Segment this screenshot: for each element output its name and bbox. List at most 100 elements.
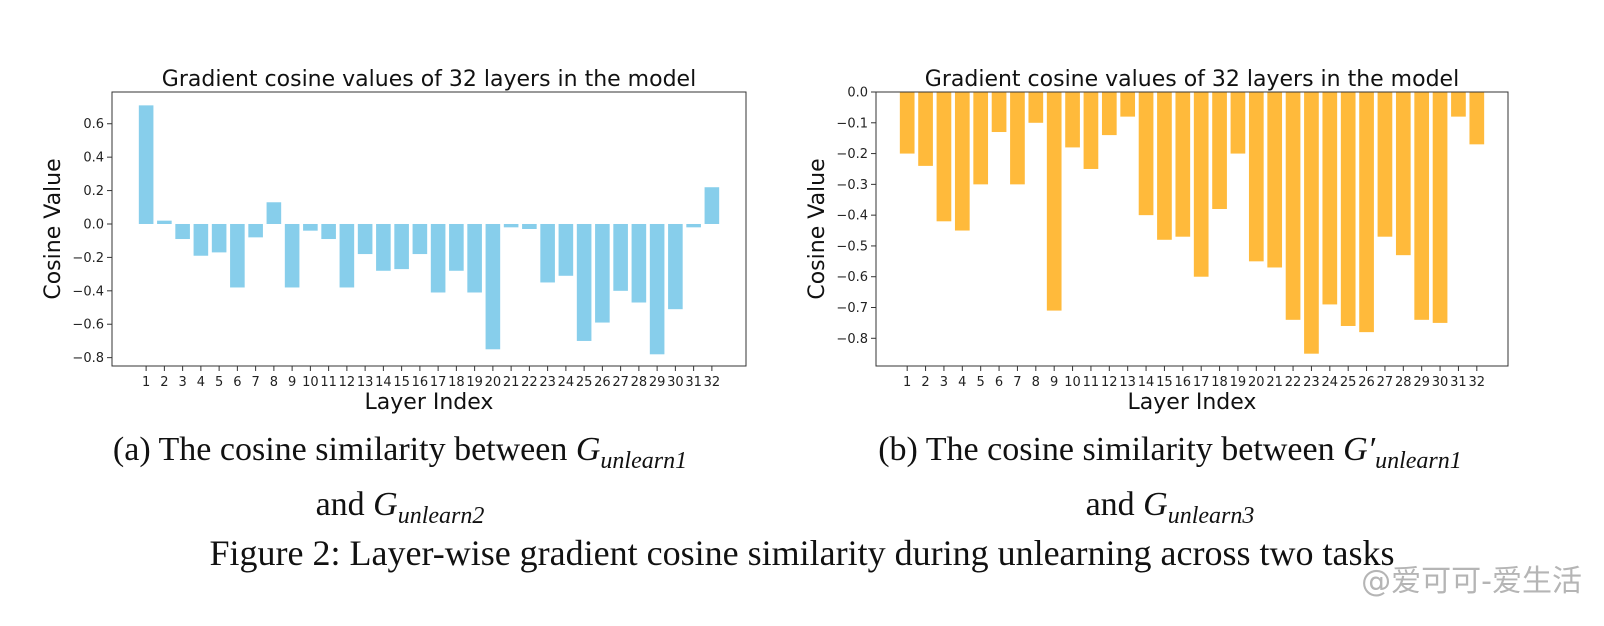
caption-b-prefix: (b) The cosine similarity between <box>878 431 1344 468</box>
chart-b-xtick-label: 16 <box>1175 375 1192 390</box>
chart-b-ylabel: Cosine Value <box>805 158 830 299</box>
chart-b-ytick-label: −0.1 <box>836 116 868 131</box>
chart-b-ytick-label: −0.3 <box>836 178 868 193</box>
chart-b-xtick-label: 8 <box>1032 375 1040 390</box>
chart-b-xtick-label: 30 <box>1432 375 1449 390</box>
chart-b-bar-layer-27 <box>1377 92 1393 237</box>
chart-a-ytick-label: 0.4 <box>83 151 104 166</box>
chart-a-xtick-label: 18 <box>448 375 465 390</box>
chart-a-bar-layer-16 <box>412 223 428 255</box>
subfigure-caption-b: (b) The cosine similarity between G′unle… <box>790 428 1550 538</box>
chart-b-ytick-label: −0.5 <box>836 239 868 254</box>
chart-a-ylabel: Cosine Value <box>41 158 66 299</box>
chart-b-plot-frame <box>875 91 1509 367</box>
chart-a-xtick-label: 19 <box>466 375 483 390</box>
chart-a-xtick-label: 30 <box>667 375 684 390</box>
chart-b-bar-layer-25 <box>1340 92 1356 326</box>
chart-b-ytick-label: −0.6 <box>836 270 868 285</box>
chart-b-xlabel: Layer Index <box>1128 390 1257 415</box>
chart-a-ytick-label: −0.8 <box>72 351 104 366</box>
chart-a-bar-layer-2 <box>157 220 172 224</box>
chart-a-bar-layer-26 <box>595 223 610 323</box>
chart-a-ytick-label: 0.0 <box>83 217 104 232</box>
chart-a-xtick-label: 26 <box>594 375 611 390</box>
chart-a-bar-layer-28 <box>631 223 647 303</box>
chart-a-bar-layer-3 <box>175 223 190 240</box>
chart-a-xtick-label: 16 <box>412 375 429 390</box>
chart-b-xtick-label: 6 <box>995 375 1003 390</box>
chart-a-bar-layer-10 <box>303 223 318 231</box>
chart-a-xtick-label: 17 <box>430 375 447 390</box>
chart-a-xtick-label: 3 <box>178 375 186 390</box>
chart-a-ytick-label: −0.6 <box>72 318 104 333</box>
chart-a-xtick-label: 14 <box>375 375 392 390</box>
chart-b-xtick-label: 10 <box>1064 375 1081 390</box>
chart-b-bar-layer-12 <box>1101 92 1117 136</box>
chart-a-xlabel: Layer Index <box>365 390 494 415</box>
chart-b-bar-layer-9 <box>1046 92 1062 311</box>
chart-a-xtick-label: 11 <box>320 375 337 390</box>
chart-a-bar-layer-12 <box>339 223 355 288</box>
chart-b-bar-layer-23 <box>1304 92 1319 354</box>
chart-a-bar-layer-23 <box>540 223 555 283</box>
chart-b-xtick-label: 22 <box>1285 375 1302 390</box>
chart-b-xtick-label: 4 <box>958 375 966 390</box>
chart-a-bar-layer-20 <box>485 223 501 350</box>
chart-a-bar-layer-17 <box>430 223 446 293</box>
chart-b-xtick-label: 14 <box>1138 375 1155 390</box>
chart-b-bar-layer-21 <box>1267 92 1283 268</box>
chart-a-bar-layer-7 <box>248 223 263 238</box>
chart-a-bar-layer-32 <box>704 187 720 224</box>
caption-a-g1: G <box>575 431 601 468</box>
watermark-text: @爱可可-爱生活 <box>1361 564 1582 599</box>
chart-a-bar-layer-15 <box>394 223 409 270</box>
chart-b-xtick-label: 32 <box>1469 375 1486 390</box>
chart-b-xtick-label: 27 <box>1377 375 1394 390</box>
chart-a-xtick-label: 32 <box>704 375 721 390</box>
chart-b-ytick-label: −0.7 <box>836 301 868 316</box>
caption-b-and: and <box>1085 486 1144 523</box>
chart-b-xtick-label: 13 <box>1119 375 1136 390</box>
chart-b-ytick-label: −0.4 <box>836 209 868 224</box>
chart-b-bar-layer-13 <box>1120 92 1136 117</box>
chart-a-bar-layer-11 <box>321 223 336 240</box>
chart-a-xtick-label: 22 <box>521 375 538 390</box>
chart-a-bar-layer-8 <box>266 202 282 224</box>
chart-b-bar-layer-29 <box>1414 92 1430 320</box>
chart-a-bar-layer-30 <box>668 223 683 310</box>
chart-a-bar-layer-24 <box>558 223 574 276</box>
chart-b-xtick-label: 7 <box>1013 375 1021 390</box>
chart-b-bar-layer-31 <box>1451 92 1466 117</box>
chart-b-xtick-label: 24 <box>1322 375 1339 390</box>
chart-b-bar-layer-30 <box>1432 92 1448 323</box>
chart-a-bar-layer-29 <box>649 223 665 355</box>
chart-a-bar-layer-13 <box>357 223 373 255</box>
chart-a-xtick-label: 31 <box>685 375 702 390</box>
chart-b-bar-layer-22 <box>1285 92 1301 320</box>
chart-a-ytick-label: −0.4 <box>72 284 104 299</box>
chart-a-bar-layer-14 <box>376 223 391 271</box>
chart-b-bar-layer-10 <box>1065 92 1080 148</box>
chart-b-xtick-label: 15 <box>1156 375 1173 390</box>
caption-b-g1-sub: unlearn1 <box>1375 448 1462 474</box>
chart-a-xtick-label: 5 <box>215 375 223 390</box>
chart-b-xtick-label: 26 <box>1358 375 1375 390</box>
chart-a-ytick-label: −0.2 <box>72 251 104 266</box>
chart-b-bar-layer-20 <box>1248 92 1264 262</box>
chart-a-xtick-label: 7 <box>251 375 259 390</box>
chart-a-xtick-label: 4 <box>197 375 205 390</box>
chart-a-xtick-label: 8 <box>270 375 278 390</box>
chart-a-xtick-label: 10 <box>302 375 319 390</box>
chart-b-xtick-label: 20 <box>1248 375 1265 390</box>
chart-a-xtick-label: 28 <box>631 375 648 390</box>
chart-b-xtick-label: 28 <box>1395 375 1412 390</box>
chart-a-xtick-label: 6 <box>233 375 241 390</box>
chart-b-bar-layer-15 <box>1157 92 1172 240</box>
chart-b-bar-layer-17 <box>1193 92 1209 277</box>
chart-b-bar-layer-7 <box>1010 92 1025 185</box>
chart-a-bar-layer-18 <box>449 223 464 271</box>
chart-b-bar-layer-1 <box>899 92 915 154</box>
chart-a-bar-layer-31 <box>686 223 701 228</box>
chart-a-xtick-label: 2 <box>160 375 168 390</box>
chart-a-xtick-label: 9 <box>288 375 296 390</box>
